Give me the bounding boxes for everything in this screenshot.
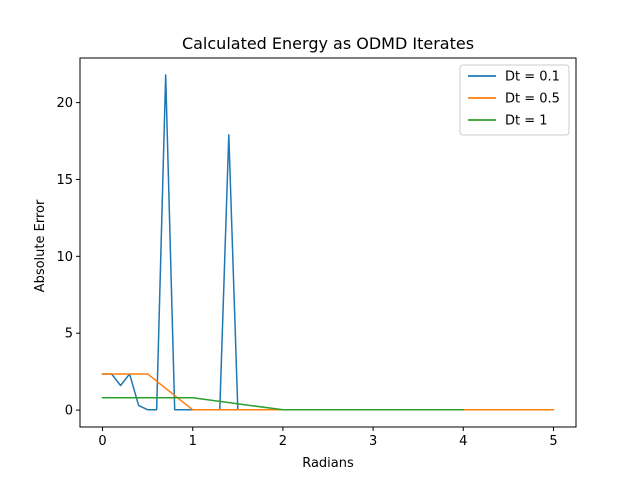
- x-tick-label: 2: [279, 434, 287, 449]
- axes-frame: [79, 57, 577, 428]
- x-tick-label: 4: [459, 434, 467, 449]
- x-axis-title: Radians: [302, 456, 354, 471]
- y-tick-label: 5: [65, 327, 73, 342]
- y-axis-title: Absolute Error: [33, 199, 48, 292]
- legend-box: [459, 64, 570, 136]
- x-tick-label: 5: [549, 434, 557, 449]
- legend: Dt = 0.1 Dt = 0.5 Dt = 1: [459, 64, 570, 136]
- plot-area: 0 1 2 3 4 5 0 5 10 15 20: [56, 57, 577, 449]
- y-tick-label: 15: [56, 173, 73, 188]
- y-axis: 0 5 10 15 20: [56, 96, 80, 419]
- legend-label-2: Dt = 0.5: [505, 92, 560, 107]
- chart-title: Calculated Energy as ODMD Iterates: [182, 34, 474, 53]
- y-tick-label: 20: [56, 96, 73, 111]
- y-tick-label: 10: [56, 250, 73, 265]
- series-layer: [101, 74, 555, 411]
- series-line-3: [101, 397, 465, 411]
- x-tick-label: 0: [98, 434, 106, 449]
- x-tick-label: 3: [369, 434, 377, 449]
- x-axis: 0 1 2 3 4 5: [98, 427, 558, 449]
- y-tick-label: 0: [65, 404, 73, 419]
- legend-label-1: Dt = 0.1: [505, 70, 560, 85]
- legend-label-3: Dt = 1: [505, 114, 548, 129]
- x-tick-label: 1: [189, 434, 197, 449]
